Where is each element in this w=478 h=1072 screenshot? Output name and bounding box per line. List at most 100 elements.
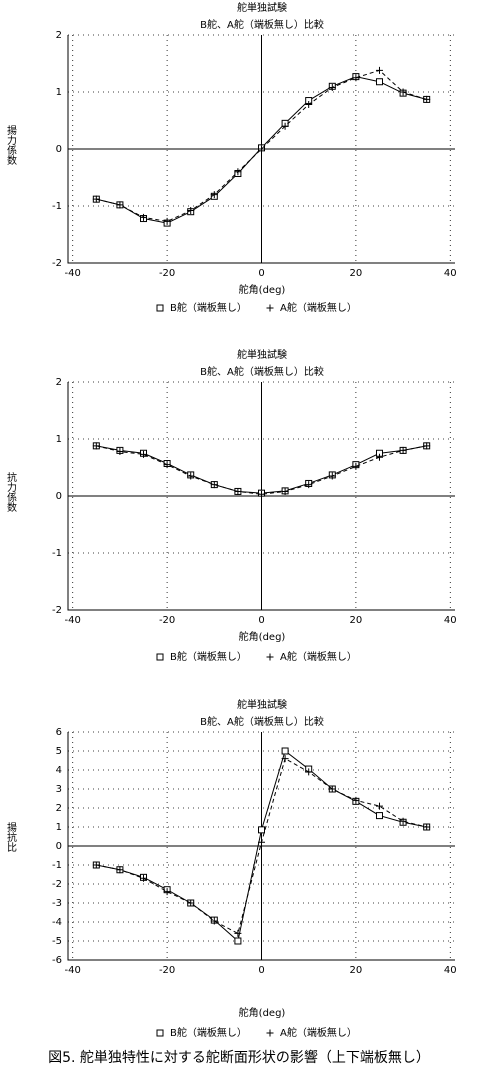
y-tick-label: 3 bbox=[56, 784, 62, 795]
square-marker bbox=[281, 747, 289, 755]
y-tick-label: -4 bbox=[52, 917, 62, 928]
x-tick-label: -40 bbox=[65, 615, 81, 626]
x-tick-label: 20 bbox=[350, 615, 363, 626]
plus-marker bbox=[140, 874, 148, 882]
plus-marker bbox=[352, 462, 360, 470]
plus-marker bbox=[163, 888, 171, 896]
plus-marker bbox=[92, 195, 100, 203]
plus-marker bbox=[116, 201, 124, 209]
x-tick-label: 40 bbox=[444, 965, 457, 976]
plus-marker bbox=[305, 768, 313, 776]
chart-subtitle: B舵、A舵（端板無し）比較 bbox=[200, 18, 324, 31]
chart-title: 舵単独試験 bbox=[237, 1, 287, 14]
chart-title: 舵単独試験 bbox=[237, 348, 287, 361]
square-marker bbox=[156, 1029, 164, 1037]
plus-marker bbox=[281, 122, 289, 130]
x-tick-label: 20 bbox=[350, 268, 363, 279]
plus-marker bbox=[116, 448, 124, 456]
y-axis-label: 揚力係数 bbox=[5, 124, 17, 166]
plus-marker bbox=[399, 817, 407, 825]
plus-marker bbox=[140, 213, 148, 221]
plus-marker bbox=[116, 866, 124, 874]
plus-marker bbox=[258, 145, 265, 153]
y-tick-label: 2 bbox=[56, 30, 62, 41]
plus-marker bbox=[266, 1029, 274, 1037]
plus-marker bbox=[281, 487, 289, 495]
x-tick-label: -40 bbox=[65, 965, 81, 976]
legend-label: A舵（端板無し） bbox=[280, 301, 357, 314]
y-tick-label: -2 bbox=[52, 605, 62, 616]
plus-marker bbox=[352, 74, 360, 82]
y-tick-label: 2 bbox=[56, 803, 62, 814]
y-tick-label: 1 bbox=[56, 434, 62, 445]
plus-marker bbox=[352, 796, 360, 804]
square-marker bbox=[234, 937, 242, 945]
y-tick-label: -6 bbox=[52, 955, 62, 966]
series-line bbox=[96, 445, 427, 495]
plus-marker bbox=[258, 838, 265, 846]
y-tick-label: 0 bbox=[56, 144, 62, 155]
plus-marker bbox=[92, 442, 100, 450]
x-axis-label: 舵角(deg) bbox=[239, 283, 286, 296]
x-tick-label: -20 bbox=[159, 615, 175, 626]
y-tick-label: -5 bbox=[52, 936, 62, 947]
y-tick-label: -1 bbox=[52, 860, 62, 871]
legend-label: B舵（端板無し） bbox=[170, 1026, 247, 1039]
plus-marker bbox=[399, 446, 407, 454]
axis-frame bbox=[67, 382, 455, 611]
y-tick-label: 4 bbox=[56, 765, 62, 776]
plus-marker bbox=[234, 929, 242, 937]
plus-marker bbox=[210, 481, 218, 489]
plus-marker bbox=[375, 66, 383, 74]
plus-marker bbox=[328, 785, 336, 793]
chart-title: 舵単独試験 bbox=[237, 698, 287, 711]
figure-caption: 図5. 舵単独特性に対する舵断面形状の影響（上下端板無し） bbox=[48, 1049, 430, 1066]
plus-marker bbox=[187, 472, 195, 480]
square-marker bbox=[258, 826, 265, 834]
plus-marker bbox=[375, 802, 383, 810]
plus-marker bbox=[92, 861, 100, 869]
plus-marker bbox=[423, 95, 431, 103]
axis-frame bbox=[67, 732, 455, 961]
x-tick-label: 40 bbox=[444, 615, 457, 626]
square-marker bbox=[156, 653, 164, 661]
x-tick-label: 20 bbox=[350, 965, 363, 976]
y-tick-label: -1 bbox=[52, 548, 62, 559]
y-tick-label: -3 bbox=[52, 898, 62, 909]
plus-marker bbox=[234, 168, 242, 176]
plus-marker bbox=[375, 453, 383, 461]
plus-marker bbox=[328, 83, 336, 91]
y-axis-label: 揚抗比 bbox=[5, 821, 17, 852]
square-marker bbox=[375, 78, 383, 86]
plus-marker bbox=[266, 304, 274, 312]
plus-marker bbox=[140, 450, 148, 458]
legend-label: B舵（端板無し） bbox=[170, 301, 247, 314]
legend-label: A舵（端板無し） bbox=[280, 1026, 357, 1039]
plus-marker bbox=[187, 899, 195, 907]
x-tick-label: 0 bbox=[258, 615, 264, 626]
y-tick-label: 2 bbox=[56, 377, 62, 388]
chart-subtitle: B舵、A舵（端板無し）比較 bbox=[200, 715, 324, 728]
x-tick-label: 0 bbox=[258, 268, 264, 279]
plus-marker bbox=[163, 461, 171, 469]
y-tick-label: 1 bbox=[56, 822, 62, 833]
x-axis-label: 舵角(deg) bbox=[239, 1006, 286, 1019]
plus-marker bbox=[187, 207, 195, 215]
series-line bbox=[96, 69, 427, 222]
y-tick-label: -2 bbox=[52, 879, 62, 890]
x-tick-label: -40 bbox=[65, 268, 81, 279]
plus-marker bbox=[305, 101, 313, 109]
plus-marker bbox=[423, 442, 431, 450]
plus-marker bbox=[163, 217, 171, 225]
axis-frame bbox=[67, 35, 455, 264]
x-axis-label: 舵角(deg) bbox=[239, 630, 286, 643]
x-tick-label: -20 bbox=[159, 268, 175, 279]
plus-marker bbox=[328, 472, 336, 480]
chart-subtitle: B舵、A舵（端板無し）比較 bbox=[200, 365, 324, 378]
y-tick-label: 0 bbox=[56, 491, 62, 502]
x-tick-label: -20 bbox=[159, 965, 175, 976]
y-tick-label: 1 bbox=[56, 87, 62, 98]
y-tick-label: -2 bbox=[52, 258, 62, 269]
legend-label: B舵（端板無し） bbox=[170, 650, 247, 663]
